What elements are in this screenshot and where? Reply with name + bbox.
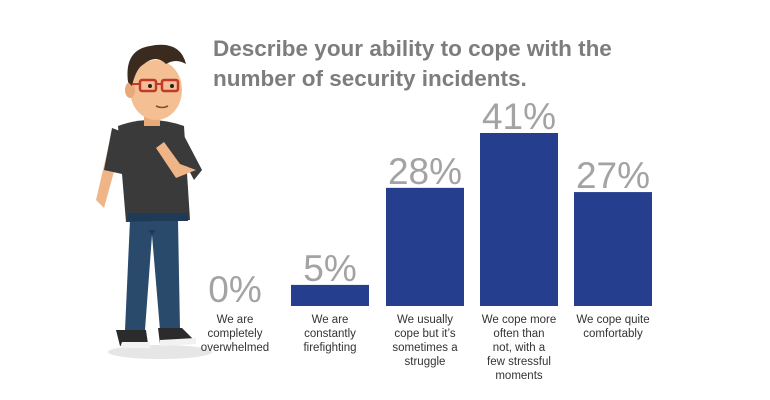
category-label-line: constantly	[304, 328, 356, 340]
category-label-line: firefighting	[303, 342, 357, 354]
value-label: 41%	[482, 96, 556, 137]
category-label-line: We cope quite	[576, 314, 650, 326]
bar	[386, 187, 464, 306]
value-label: 0%	[208, 269, 261, 310]
value-label: 5%	[303, 248, 356, 289]
value-label: 28%	[388, 151, 462, 192]
category-label-line: struggle	[404, 356, 446, 368]
category-label: We cope quite comfortably	[563, 313, 663, 341]
category-label: We are constantly firefighting	[280, 313, 380, 355]
chart-title: Describe your ability to cope with the n…	[213, 34, 733, 94]
category-label-line: moments	[495, 370, 543, 382]
category-label-line: We usually	[396, 314, 454, 326]
bar	[291, 284, 369, 306]
chart-title-line: Describe your ability to cope with the	[213, 36, 612, 61]
category-label-line: We are	[311, 314, 349, 326]
category-label-line: few stressful	[487, 356, 551, 368]
category-label-line: often than	[493, 328, 545, 340]
category-label-line: completely	[207, 328, 263, 340]
category-label-line: not, with a	[492, 342, 546, 354]
category-label: We are completely overwhelmed	[185, 313, 285, 355]
category-label-line: comfortably	[583, 328, 643, 340]
category-label-line: cope but it’s	[394, 328, 456, 340]
category-label: We cope more often than not, with a few str…	[469, 313, 569, 383]
bar	[480, 133, 558, 306]
category-label-line: sometimes a	[392, 342, 458, 354]
thinking-man-illustration	[96, 44, 212, 359]
bar	[574, 192, 652, 306]
value-label: 27%	[576, 155, 650, 196]
category-label-line: We are	[216, 314, 254, 326]
category-label-line: overwhelmed	[200, 342, 270, 354]
chart-title-line: number of security incidents.	[213, 66, 527, 91]
category-label-line: We cope more	[481, 314, 557, 326]
category-label: We usually cope but it’s sometimes a strugg…	[375, 313, 475, 369]
